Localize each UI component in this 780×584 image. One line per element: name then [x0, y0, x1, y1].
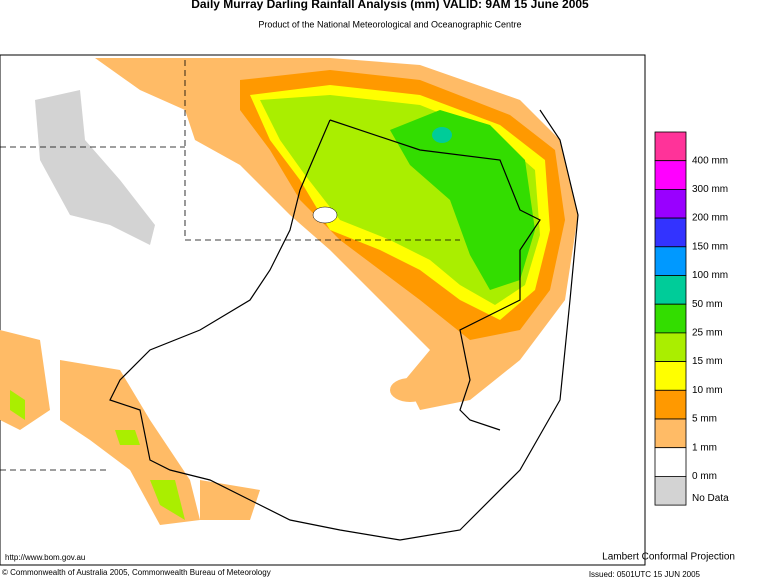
legend-label: 150 mm	[692, 241, 728, 252]
title: Daily Murray Darling Rainfall Analysis (…	[191, 0, 589, 11]
no-data-area	[35, 90, 155, 245]
legend-label: 0 mm	[692, 471, 717, 482]
legend-label: No Data	[692, 493, 729, 504]
coast-border	[109, 109, 579, 541]
legend-label: 200 mm	[692, 213, 728, 224]
border	[329, 119, 541, 431]
legend-swatch	[654, 447, 687, 477]
url: http://www.bom.gov.au	[5, 553, 85, 562]
legend-label: 1 mm	[692, 442, 717, 453]
legend-label: 10 mm	[692, 385, 723, 396]
legend-swatch	[654, 275, 687, 305]
legend-label: 15 mm	[692, 356, 723, 367]
legend-swatch	[654, 303, 687, 334]
legend-swatch	[654, 332, 687, 362]
legend-swatch	[654, 361, 687, 391]
rain-25mm	[390, 110, 535, 290]
projection: Lambert Conformal Projection	[602, 552, 735, 563]
legend-swatch	[654, 246, 687, 276]
rain-50mm	[432, 127, 452, 143]
legend-label: 5 mm	[692, 414, 717, 425]
map	[0, 54, 646, 566]
copyright: © Commonwealth of Australia 2005, Common…	[2, 568, 271, 577]
legend: 400 mm 300 mm 200 mm 150 mm 100 mm 50 mm 25 mm…	[654, 131, 729, 506]
legend-label: 100 mm	[692, 270, 728, 281]
state-lines	[0, 60, 460, 471]
rain-15mm-south	[10, 390, 185, 520]
dry-patch	[312, 206, 338, 224]
legend-label: 400 mm	[692, 155, 728, 166]
legend-swatch	[654, 188, 687, 219]
legend-swatch	[654, 389, 687, 420]
legend-swatch	[654, 475, 687, 506]
issued: Issued: 0501UTC 15 JUN 2005	[589, 570, 701, 579]
rain-1mm-south	[0, 330, 260, 525]
rain-1mm-patch	[390, 378, 430, 402]
subtitle: Product of the National Meteorological a…	[258, 19, 521, 29]
legend-swatch	[654, 217, 687, 248]
legend-label: 25 mm	[692, 328, 723, 339]
legend-swatch	[654, 131, 687, 162]
legend-label: 300 mm	[692, 184, 728, 195]
legend-swatch	[654, 418, 687, 449]
legend-swatch	[654, 160, 687, 190]
legend-label: 50 mm	[692, 299, 723, 310]
